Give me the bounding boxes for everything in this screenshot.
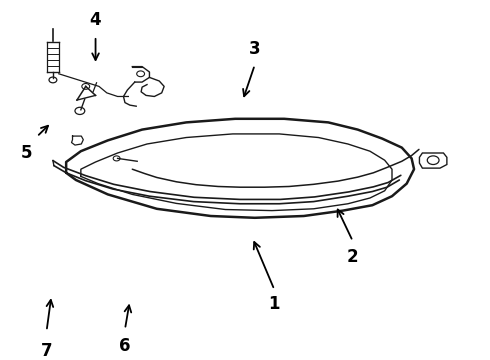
Text: 7: 7 <box>41 342 52 360</box>
Text: 5: 5 <box>21 144 33 162</box>
Text: 6: 6 <box>119 337 131 355</box>
Text: 4: 4 <box>90 11 101 29</box>
Text: 1: 1 <box>269 295 280 313</box>
Text: 2: 2 <box>347 248 359 266</box>
Text: 3: 3 <box>249 40 261 58</box>
